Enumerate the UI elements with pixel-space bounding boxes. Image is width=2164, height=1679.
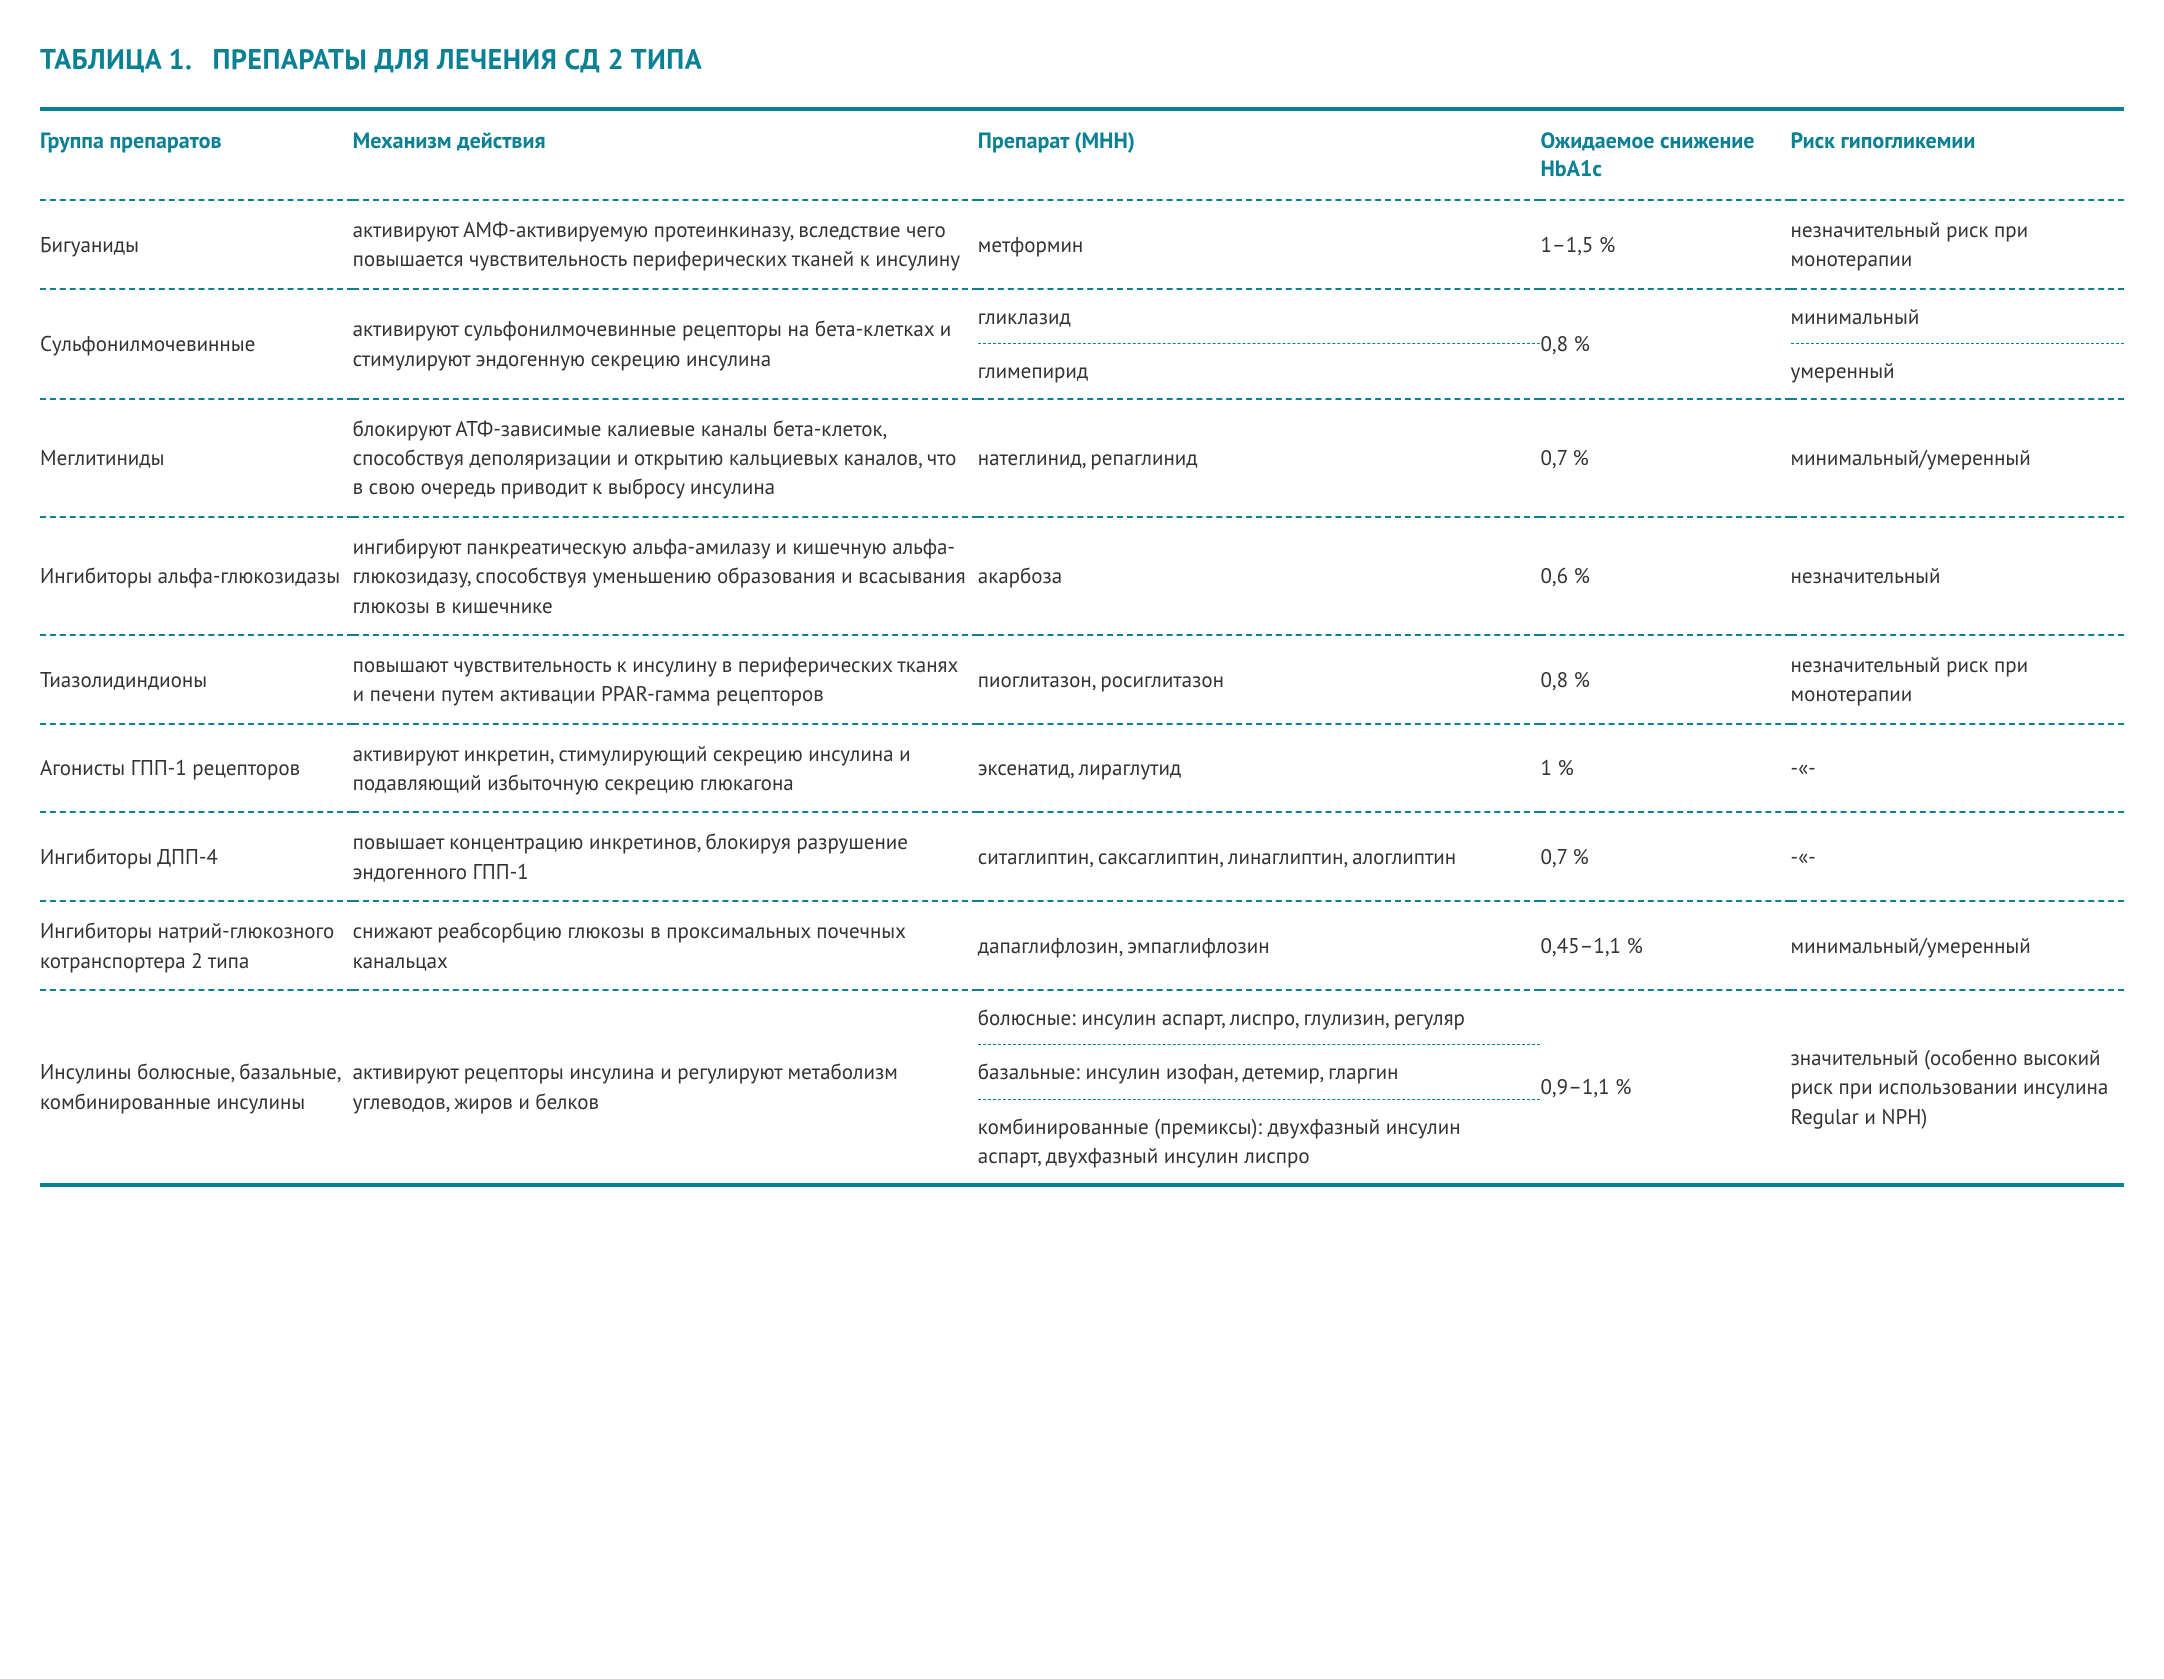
cell-risk: -«- — [1791, 812, 2124, 901]
table-row: Агонисты ГПП-1 рецепторов активируют инк… — [40, 724, 2124, 813]
sub-drug: болюсные: инсулин аспарт, лиспро, глулиз… — [978, 991, 1541, 1045]
cell-mechanism: активируют инкретин, стимулирующий секре… — [353, 724, 978, 813]
cell-mechanism: ингибируют панкреатическую альфа-амилазу… — [353, 517, 978, 635]
sub-drug: комбинированные (премиксы): двухфазный и… — [978, 1100, 1541, 1183]
table-title: ТАБЛИЦА 1. ПРЕПАРАТЫ ДЛЯ ЛЕЧЕНИЯ СД 2 ТИ… — [40, 40, 2124, 77]
cell-hba: 0,8 % — [1540, 635, 1790, 724]
cell-hba: 0,8 % — [1540, 289, 1790, 399]
col-header-drug: Препарат (МНН) — [978, 109, 1541, 200]
cell-risk: незначительный — [1791, 517, 2124, 635]
cell-hba: 0,7 % — [1540, 399, 1790, 517]
cell-risk: минимальный умеренный — [1791, 289, 2124, 399]
col-header-hba: Ожидаемое сни­жение HbA1c — [1540, 109, 1790, 200]
cell-mechanism: снижают реабсорбцию глюкозы в проксималь… — [353, 901, 978, 990]
cell-drug: натеглинид, репаглинид — [978, 399, 1541, 517]
cell-hba: 1 % — [1540, 724, 1790, 813]
sub-risk: умеренный — [1791, 344, 2124, 397]
cell-risk: незначительный риск при монотерапии — [1791, 635, 2124, 724]
sub-drug: глимепирид — [978, 344, 1541, 397]
cell-hba: 0,45–1,1 % — [1540, 901, 1790, 990]
cell-group: Бигуаниды — [40, 200, 353, 289]
table-row: Бигуаниды активируют АМФ-активируемую пр… — [40, 200, 2124, 289]
cell-drug: болюсные: инсулин аспарт, лиспро, глулиз… — [978, 990, 1541, 1185]
table-header-row: Группа препаратов Механизм действия Преп… — [40, 109, 2124, 200]
cell-group: Меглитиниды — [40, 399, 353, 517]
table-row: Меглитиниды блокируют АТФ-зависимые кали… — [40, 399, 2124, 517]
cell-mechanism: активируют рецепторы инсулина и регулиру… — [353, 990, 978, 1185]
cell-drug: ситаглиптин, саксаглиптин, линаглиптин, … — [978, 812, 1541, 901]
table-row: Ингибиторы натрий-глюкозного котранспорт… — [40, 901, 2124, 990]
cell-hba: 0,7 % — [1540, 812, 1790, 901]
table-row: Ингибиторы ДПП-4 повышает концентрацию и… — [40, 812, 2124, 901]
cell-drug: метформин — [978, 200, 1541, 289]
medication-table: Группа препаратов Механизм действия Преп… — [40, 107, 2124, 1187]
table-row: Инсулины болюс­ные, базальные, комбиниро… — [40, 990, 2124, 1185]
cell-drug: пиоглитазон, росиглитазон — [978, 635, 1541, 724]
cell-hba: 0,6 % — [1540, 517, 1790, 635]
cell-risk: минимальный/умеренный — [1791, 399, 2124, 517]
cell-group: Ингибиторы натрий-глюкозного котранспорт… — [40, 901, 353, 990]
cell-drug: дапаглифлозин, эмпаглифлозин — [978, 901, 1541, 990]
cell-group: Тиазолидиндионы — [40, 635, 353, 724]
cell-group: Ингибиторы ДПП-4 — [40, 812, 353, 901]
cell-mechanism: повышает концентрацию инкретинов, блокир… — [353, 812, 978, 901]
cell-group: Ингибиторы альфа-глюкозидазы — [40, 517, 353, 635]
cell-drug: эксенатид, лираглутид — [978, 724, 1541, 813]
col-header-risk: Риск гипогликемии — [1791, 109, 2124, 200]
table-row: Ингибиторы альфа-глюкозидазы ингибируют … — [40, 517, 2124, 635]
col-header-mechanism: Механизм действия — [353, 109, 978, 200]
sub-drug: гликлазид — [978, 290, 1541, 344]
cell-mechanism: активируют сульфонилмочевинные рецепторы… — [353, 289, 978, 399]
cell-risk: -«- — [1791, 724, 2124, 813]
cell-mechanism: активируют АМФ-активируемую протеинкиназ… — [353, 200, 978, 289]
cell-group: Агонисты ГПП-1 рецепторов — [40, 724, 353, 813]
cell-hba: 0,9–1,1 % — [1540, 990, 1790, 1185]
cell-risk: минимальный/умеренный — [1791, 901, 2124, 990]
cell-risk: значительный (особенно высокий риск при … — [1791, 990, 2124, 1185]
sub-drug: базальные: инсулин изофан, детемир, глар… — [978, 1045, 1541, 1099]
cell-group: Инсулины болюс­ные, базальные, комбиниро… — [40, 990, 353, 1185]
cell-mechanism: повышают чувствительность к инсулину в п… — [353, 635, 978, 724]
cell-hba: 1–1,5 % — [1540, 200, 1790, 289]
cell-drug: гликлазид глимепирид — [978, 289, 1541, 399]
cell-mechanism: блокируют АТФ-зависимые калиевые каналы … — [353, 399, 978, 517]
table-row: Сульфонилмоче­винные активируют сульфони… — [40, 289, 2124, 399]
cell-risk: незначительный риск при монотерапии — [1791, 200, 2124, 289]
table-row: Тиазолидиндионы повышают чувствительност… — [40, 635, 2124, 724]
sub-risk: минимальный — [1791, 290, 2124, 344]
cell-drug: акарбоза — [978, 517, 1541, 635]
col-header-group: Группа препаратов — [40, 109, 353, 200]
table-body: Бигуаниды активируют АМФ-активируемую пр… — [40, 200, 2124, 1185]
cell-group: Сульфонилмоче­винные — [40, 289, 353, 399]
